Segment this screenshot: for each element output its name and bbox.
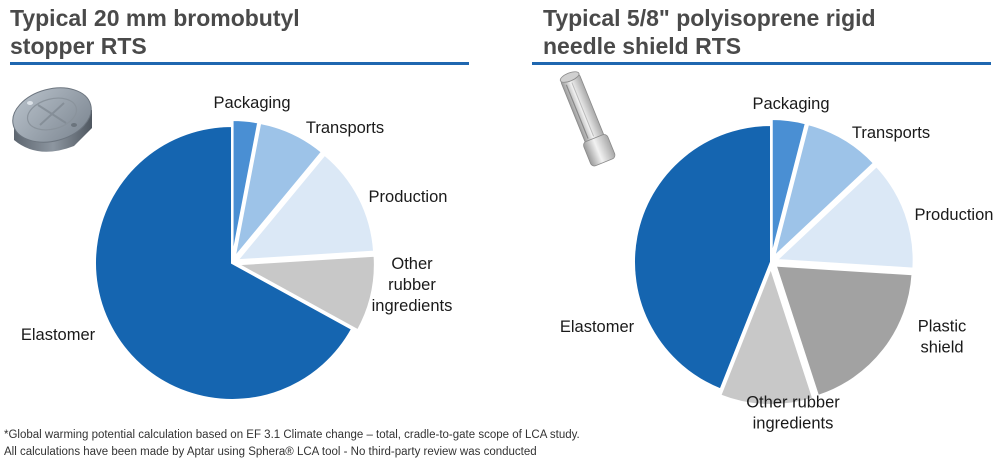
slice-label-packaging: Packaging — [213, 94, 290, 112]
pie-slice-elastomer — [94, 124, 354, 401]
rigid-needle-shield-icon — [559, 71, 616, 167]
pie-slice-other-rubber-ingredients — [234, 254, 376, 332]
footnote-methodology: *Global warming potential calculation ba… — [4, 429, 580, 441]
pie-slice-production — [774, 164, 915, 270]
slice-label-production: Production — [915, 206, 994, 224]
slice-label-transports: Transports — [306, 119, 384, 137]
pie-slice-transports — [772, 122, 876, 260]
rubber-stopper-icon — [12, 87, 92, 152]
pie-slice-elastomer — [633, 123, 772, 391]
pie-slice-other-rubber-ingredients — [719, 265, 815, 406]
slice-label-packaging: Packaging — [752, 95, 829, 113]
pie-slice-packaging — [231, 119, 260, 258]
slice-label-other-rubber-ingredients: Other rubber ingredients — [372, 255, 453, 315]
slice-label-transports: Transports — [852, 124, 930, 142]
slice-label-elastomer: Elastomer — [560, 318, 635, 336]
pie-slice-transports — [233, 121, 324, 259]
pie-slice-production — [235, 153, 376, 262]
slice-label-other-rubber-ingredients: Other rubber ingredients — [746, 394, 840, 433]
pie-chart-needle-shield: Packaging Transports Production Plastic shie… — [560, 95, 994, 433]
pie-chart-stopper: Packaging Transports Production Other rubber… — [21, 94, 453, 401]
chart-title-stopper: Typical 20 mm bromobutyl stopper RTS — [10, 5, 300, 59]
slice-label-plastic-shield: Plastic shield — [918, 318, 967, 357]
footnote-tool: All calculations have been made by Aptar… — [4, 446, 537, 458]
pie-slice-plastic-shield — [774, 264, 914, 398]
title-underline-left — [10, 62, 469, 65]
chart-title-needle-shield: Typical 5/8" polyisoprene rigid needle s… — [543, 5, 876, 59]
slice-label-production: Production — [369, 188, 448, 206]
title-underline-right — [532, 62, 991, 65]
pie-slice-packaging — [770, 118, 808, 257]
slice-label-elastomer: Elastomer — [21, 326, 96, 344]
